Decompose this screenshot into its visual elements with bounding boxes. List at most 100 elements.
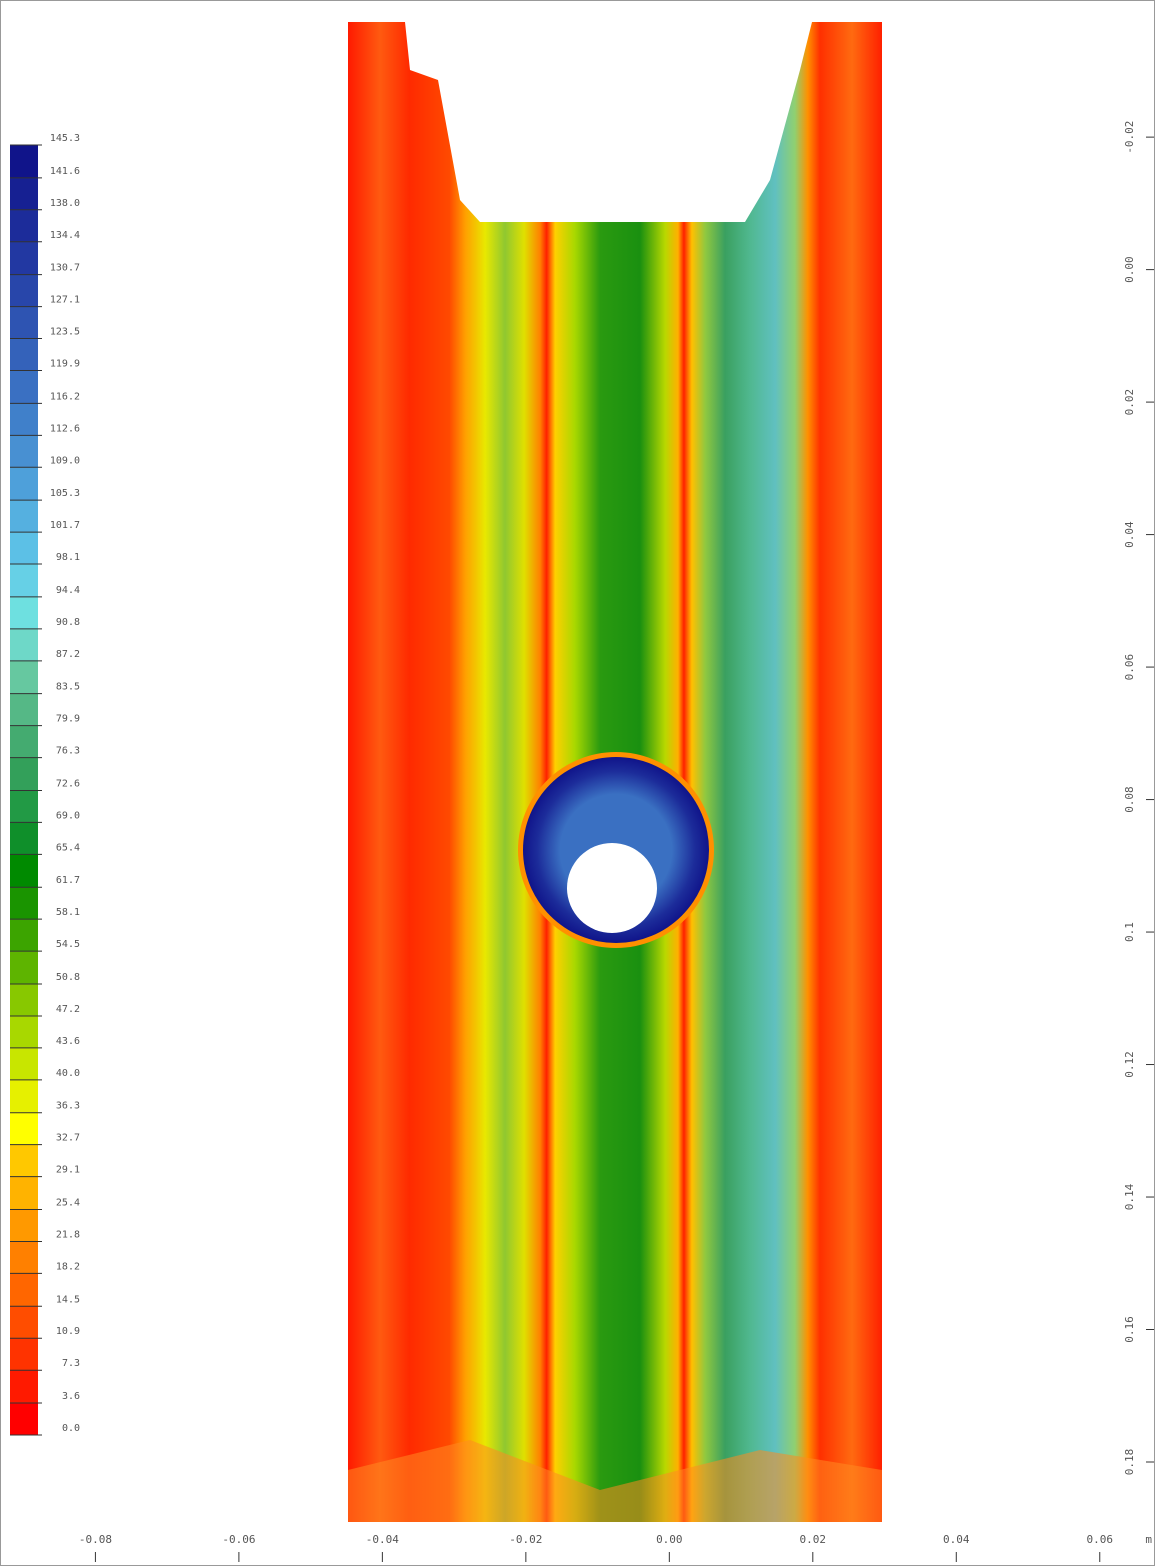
colorbar-band	[10, 338, 38, 371]
colorbar-label: 141.6	[50, 166, 80, 177]
y-tick-label: 0.12	[1123, 1051, 1136, 1078]
colorbar-label: 14.5	[56, 1294, 80, 1305]
x-unit: m	[1145, 1533, 1152, 1546]
x-tick-label: -0.06	[222, 1533, 255, 1546]
colorbar-band	[10, 306, 38, 339]
colorbar-label: 61.7	[56, 875, 80, 886]
x-tick-label: -0.02	[509, 1533, 542, 1546]
colorbar-label: 58.1	[56, 907, 80, 918]
colorbar-label: 109.0	[50, 455, 80, 466]
x-tick-label: 0.00	[656, 1533, 683, 1546]
colorbar-label: 79.9	[56, 714, 80, 725]
colorbar-label: 101.7	[50, 520, 80, 531]
colorbar-label: 90.8	[56, 617, 80, 628]
colorbar-band	[10, 757, 38, 791]
colorbar-band	[10, 145, 38, 178]
y-tick-label: 0.16	[1123, 1316, 1136, 1343]
y-tick-label: 0.14	[1123, 1183, 1136, 1210]
colorbar-band	[10, 822, 38, 855]
y-tick-label: 0.06	[1123, 654, 1136, 681]
colorbar-label: 47.2	[56, 1004, 80, 1015]
colorbar-band	[10, 467, 38, 501]
colorbar-label: 18.2	[56, 1261, 80, 1272]
colorbar-label: 7.3	[62, 1358, 80, 1369]
colorbar-label: 0.0	[62, 1423, 80, 1434]
colorbar-band	[10, 951, 38, 984]
colorbar-band	[10, 660, 38, 694]
colorbar-band	[10, 1241, 38, 1274]
y-tick-label: 0.02	[1123, 389, 1136, 416]
x-tick-label: 0.06	[1087, 1533, 1114, 1546]
colorbar-band	[10, 725, 38, 758]
colorbar-band	[10, 1306, 38, 1339]
colorbar-label: 116.2	[50, 391, 80, 402]
colorbar-label: 40.0	[56, 1068, 80, 1079]
colorbar-label: 83.5	[56, 682, 80, 693]
colorbar-band	[10, 790, 38, 823]
colorbar-label: 87.2	[56, 649, 80, 660]
x-tick-label: -0.08	[79, 1533, 112, 1546]
colorbar-label: 98.1	[56, 552, 80, 563]
colorbar-label: 130.7	[50, 263, 80, 274]
colorbar-band	[10, 1176, 38, 1210]
y-tick-label: 0.1	[1123, 922, 1136, 942]
colorbar-band	[10, 177, 38, 210]
colorbar-band	[10, 1338, 38, 1371]
colorbar-label: 94.4	[56, 585, 80, 596]
colorbar-band	[10, 370, 38, 404]
colorbar-band	[10, 241, 38, 275]
colorbar-band	[10, 919, 38, 952]
colorbar-band	[10, 1015, 38, 1048]
y-tick-label: 0.00	[1123, 256, 1136, 283]
colorbar-label: 119.9	[50, 359, 80, 370]
colorbar-band	[10, 1047, 38, 1080]
colorbar-label: 54.5	[56, 939, 80, 950]
colorbar-band	[10, 1273, 38, 1307]
colorbar-label: 134.4	[50, 230, 80, 241]
colorbar-label: 123.5	[50, 327, 80, 338]
y-tick-label: -0.02	[1123, 121, 1136, 154]
colorbar-label: 65.4	[56, 842, 80, 853]
y-tick-label: 0.04	[1123, 521, 1136, 548]
colorbar-band	[10, 887, 38, 920]
colorbar-label: 3.6	[62, 1391, 80, 1402]
colorbar-band	[10, 403, 38, 436]
colorbar-band	[10, 1403, 38, 1435]
colorbar-label: 127.1	[50, 295, 80, 306]
colorbar-label: 43.6	[56, 1036, 80, 1047]
colorbar-band	[10, 435, 38, 468]
colorbar-band	[10, 564, 38, 597]
colorbar-label: 29.1	[56, 1165, 80, 1176]
colorbar-band	[10, 1209, 38, 1242]
x-tick-label: 0.02	[800, 1533, 827, 1546]
colorbar-band	[10, 983, 38, 1016]
colorbar-label: 50.8	[56, 972, 80, 983]
colorbar-band	[10, 209, 38, 242]
colorbar-band	[10, 1079, 38, 1113]
colorbar-label: 36.3	[56, 1101, 80, 1112]
y-tick-label: 0.08	[1123, 786, 1136, 813]
colorbar-band	[10, 532, 38, 565]
contour-base	[348, 1440, 882, 1522]
colorbar-band	[10, 596, 38, 629]
colorbar-label: 21.8	[56, 1229, 80, 1240]
colorbar-band	[10, 1144, 38, 1177]
hole	[567, 843, 657, 933]
colorbar-label: 112.6	[50, 423, 80, 434]
colorbar-label: 145.3	[50, 133, 80, 144]
x-tick-label: -0.04	[366, 1533, 399, 1546]
colorbar-band	[10, 693, 38, 726]
colorbar-label: 138.0	[50, 198, 80, 209]
colorbar-label: 69.0	[56, 810, 80, 821]
colorbar-band	[10, 1370, 38, 1404]
colorbar-band	[10, 628, 38, 661]
colorbar-band	[10, 1112, 38, 1145]
colorbar-label: 25.4	[56, 1197, 80, 1208]
colorbar-label: 10.9	[56, 1326, 80, 1337]
colorbar-band	[10, 854, 38, 888]
colorbar-band	[10, 500, 38, 533]
colorbar-label: 76.3	[56, 746, 80, 757]
y-tick-label: 0.18	[1123, 1449, 1136, 1476]
colorbar-label: 72.6	[56, 778, 80, 789]
